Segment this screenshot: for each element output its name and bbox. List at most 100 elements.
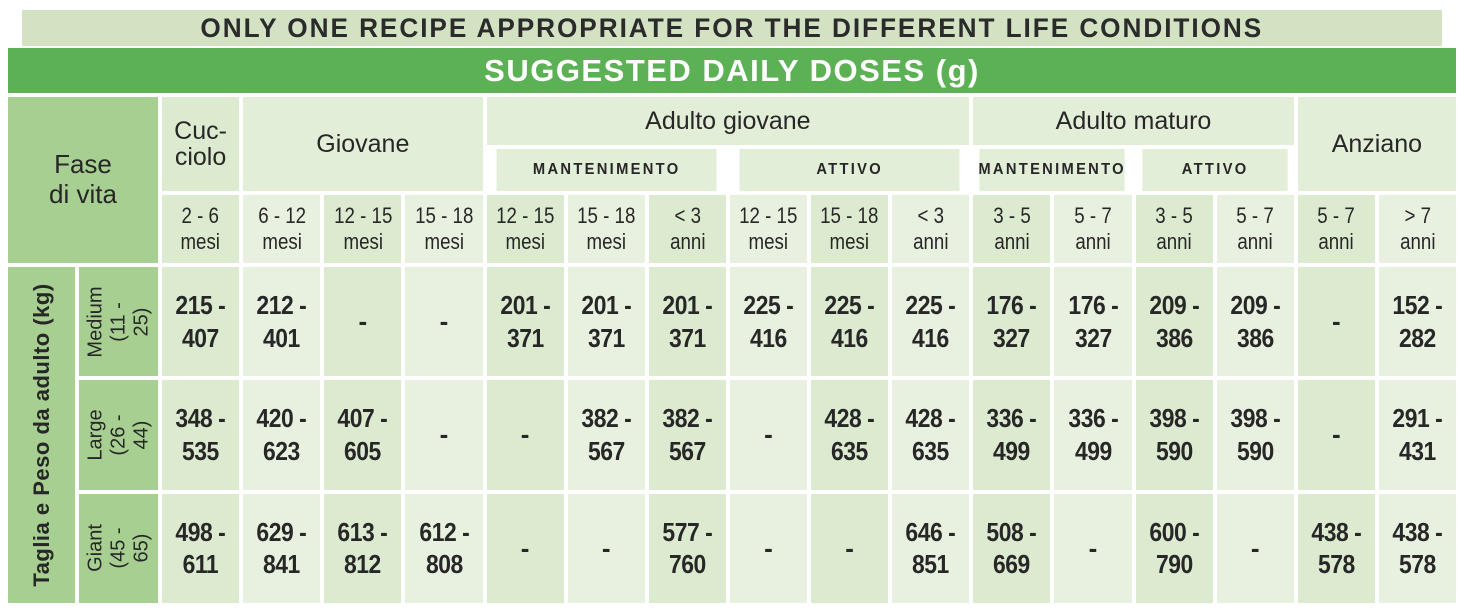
suggested-doses-title: SUGGESTED DAILY DOSES (g) bbox=[484, 52, 980, 88]
dose-cell: 176 - 327 bbox=[1054, 267, 1132, 377]
dose-table: Fase di vita Cuc- ciolo Giovane Adulto giov… bbox=[8, 97, 1456, 603]
dose-cell: 613 - 812 bbox=[324, 493, 402, 603]
dose-cell: 201 - 371 bbox=[486, 267, 564, 377]
dose-cell: - bbox=[324, 267, 402, 377]
dose-range-text: 201 - 371 bbox=[500, 290, 551, 353]
dose-range-text: 407 - 605 bbox=[337, 403, 388, 466]
age-header-cell: < 3 anni bbox=[892, 195, 970, 263]
dose-cell: 508 - 669 bbox=[973, 493, 1051, 603]
dose-range-text: 600 - 790 bbox=[1149, 516, 1200, 580]
dose-cell: 336 - 499 bbox=[1054, 380, 1132, 490]
dose-cell: 225 - 416 bbox=[811, 267, 889, 377]
dose-cell: - bbox=[1297, 267, 1375, 377]
dose-cell: - bbox=[567, 493, 645, 603]
age-header-cell: 3 - 5 anni bbox=[1135, 195, 1213, 263]
column-subgroup-adulto-maturo-attivo: ATTIVO bbox=[1141, 149, 1288, 191]
dose-cell: - bbox=[1054, 493, 1132, 603]
dose-range-text: 225 - 416 bbox=[743, 290, 794, 353]
column-group-giovane: Giovane bbox=[243, 97, 483, 191]
dose-range-text: 348 - 535 bbox=[175, 403, 226, 466]
age-header-text: 12 - 15 mesi bbox=[739, 202, 798, 254]
age-header-cell: 12 - 15 mesi bbox=[729, 195, 807, 263]
dose-cell: 176 - 327 bbox=[973, 267, 1051, 377]
dose-cell: 212 - 401 bbox=[243, 267, 321, 377]
dose-cell: - bbox=[405, 380, 483, 490]
dose-cell: 577 - 760 bbox=[648, 493, 726, 603]
age-header-cell: > 7 anni bbox=[1378, 195, 1456, 263]
size-row-label-text: Giant (45 - 65) bbox=[84, 524, 152, 573]
dose-range-text: 612 - 808 bbox=[418, 516, 469, 580]
dose-cell: 498 - 611 bbox=[162, 493, 240, 603]
size-row-label-text: Large (26 - 44) bbox=[84, 409, 152, 461]
age-header-cell: 5 - 7 anni bbox=[1054, 195, 1132, 263]
dose-range-text: 225 - 416 bbox=[905, 290, 956, 353]
age-header-text: 6 - 12 mesi bbox=[257, 202, 306, 254]
dose-cell: 612 - 808 bbox=[405, 493, 483, 603]
age-header-text: 12 - 15 mesi bbox=[333, 202, 392, 254]
age-header-text: 15 - 18 mesi bbox=[414, 202, 474, 254]
main-title-bar: ONLY ONE RECIPE APPROPRIATE FOR THE DIFF… bbox=[22, 10, 1442, 46]
age-header-text: > 7 anni bbox=[1399, 202, 1436, 254]
age-header-text: 15 - 18 mesi bbox=[820, 202, 879, 254]
dose-cell: 600 - 790 bbox=[1135, 493, 1213, 603]
dose-cell: 428 - 635 bbox=[811, 380, 889, 490]
age-header-cell: 2 - 6 mesi bbox=[162, 195, 240, 263]
age-header-text: 2 - 6 mesi bbox=[180, 202, 221, 254]
dose-cell: 398 - 590 bbox=[1216, 380, 1294, 490]
age-header-cell: 15 - 18 mesi bbox=[811, 195, 889, 263]
age-header-text: 3 - 5 anni bbox=[993, 202, 1031, 254]
dose-cell: - bbox=[729, 380, 807, 490]
column-subgroup-adulto-giovane-attivo: ATTIVO bbox=[739, 149, 960, 191]
age-header-text: < 3 anni bbox=[913, 202, 949, 254]
side-axis-label: Taglia e Peso da adulto (kg) bbox=[8, 267, 75, 603]
dose-cell: 209 - 386 bbox=[1135, 267, 1213, 377]
dose-range-text: 382 - 567 bbox=[662, 403, 713, 466]
dose-cell: 215 - 407 bbox=[162, 267, 240, 377]
dose-cell: - bbox=[811, 493, 889, 603]
age-header-cell: 15 - 18 mesi bbox=[567, 195, 645, 263]
dose-cell: 420 - 623 bbox=[243, 380, 321, 490]
age-header-cell: < 3 anni bbox=[648, 195, 726, 263]
column-subgroup-adulto-maturo-mantenimento: MANTENIMENTO bbox=[979, 149, 1126, 191]
dose-range-text: 336 - 499 bbox=[1067, 403, 1118, 466]
dose-cell: 336 - 499 bbox=[973, 380, 1051, 490]
age-header-cell: 6 - 12 mesi bbox=[243, 195, 321, 263]
age-header-cell: 12 - 15 mesi bbox=[486, 195, 564, 263]
dose-cell: 225 - 416 bbox=[729, 267, 807, 377]
dose-cell: - bbox=[405, 267, 483, 377]
dose-range-text: 577 - 760 bbox=[662, 516, 713, 580]
column-subgroup-adulto-giovane-mantenimento: MANTENIMENTO bbox=[496, 149, 717, 191]
dose-range-text: 420 - 623 bbox=[256, 403, 307, 466]
dose-cell: 291 - 431 bbox=[1378, 380, 1456, 490]
dose-cell: 646 - 851 bbox=[892, 493, 970, 603]
dose-cell: 382 - 567 bbox=[648, 380, 726, 490]
side-axis-label-text: Taglia e Peso da adulto (kg) bbox=[28, 283, 54, 587]
corner-life-stage-label: Fase di vita bbox=[8, 97, 158, 263]
dose-range-text: 438 - 578 bbox=[1311, 516, 1362, 580]
column-group-anziano: Anziano bbox=[1297, 97, 1456, 191]
dose-range-text: 428 - 635 bbox=[905, 403, 956, 466]
age-header-cell: 3 - 5 anni bbox=[973, 195, 1051, 263]
dose-cell: - bbox=[1297, 380, 1375, 490]
dose-cell: 152 - 282 bbox=[1378, 267, 1456, 377]
dose-range-text: 382 - 567 bbox=[581, 403, 632, 466]
dose-cell: 201 - 371 bbox=[648, 267, 726, 377]
age-header-text: 15 - 18 mesi bbox=[577, 202, 636, 254]
dose-cell: 629 - 841 bbox=[243, 493, 321, 603]
dose-range-text: 201 - 371 bbox=[581, 290, 632, 353]
dose-cell: - bbox=[1216, 493, 1294, 603]
age-header-text: 5 - 7 anni bbox=[1236, 202, 1274, 254]
age-header-cell: 5 - 7 anni bbox=[1216, 195, 1294, 263]
dose-range-text: 428 - 635 bbox=[824, 403, 875, 466]
dose-range-text: 291 - 431 bbox=[1392, 403, 1443, 466]
main-title: ONLY ONE RECIPE APPROPRIATE FOR THE DIFF… bbox=[200, 12, 1264, 43]
size-row-label-medium: Medium (11 - 25) bbox=[79, 267, 158, 377]
column-group-adulto-giovane: Adulto giovane bbox=[486, 97, 970, 145]
size-row-label-giant: Giant (45 - 65) bbox=[79, 493, 158, 603]
column-group-cuc-ciolo: Cuc- ciolo bbox=[162, 97, 240, 191]
dose-cell: 348 - 535 bbox=[162, 380, 240, 490]
dose-range-text: 176 - 327 bbox=[986, 290, 1037, 353]
dose-range-text: 398 - 590 bbox=[1230, 403, 1281, 466]
dose-range-text: 215 - 407 bbox=[175, 290, 226, 353]
